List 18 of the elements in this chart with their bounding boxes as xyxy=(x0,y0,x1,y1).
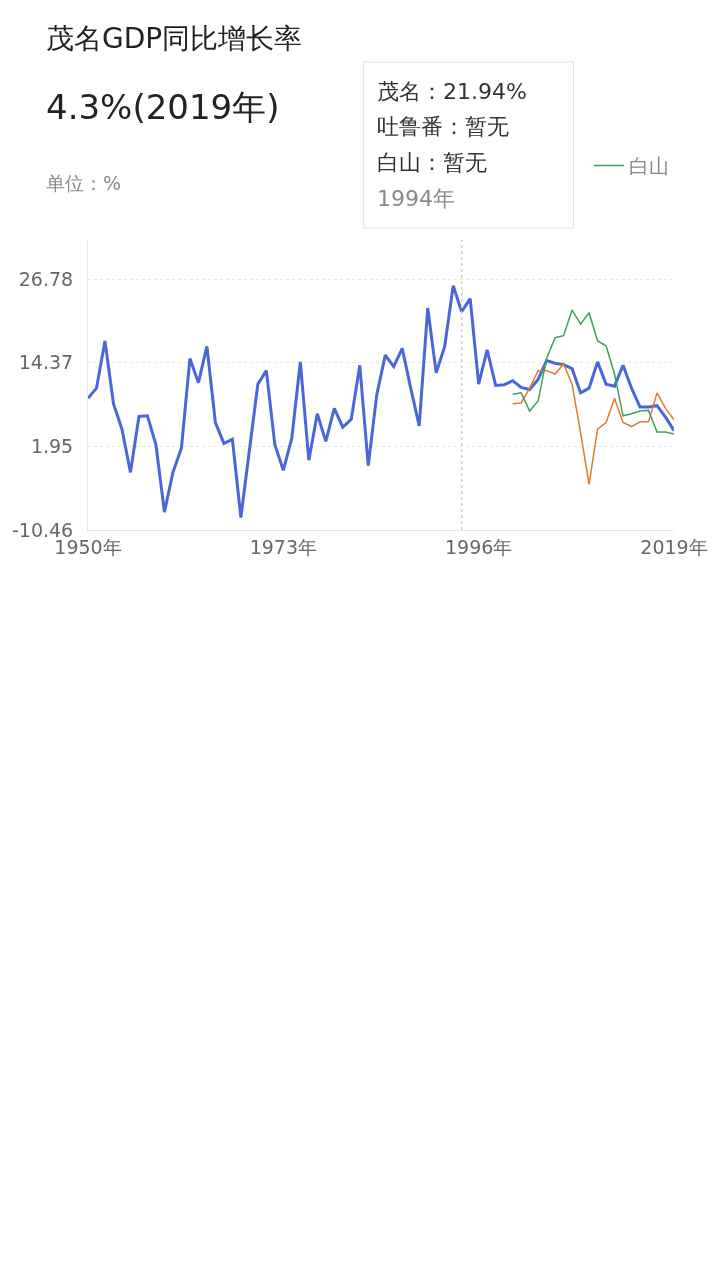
y-tick-label: 26.78 xyxy=(18,267,74,290)
y-axis-title: 单位：% xyxy=(46,172,122,194)
text: 白山：暂无 xyxy=(377,150,487,175)
line-series xyxy=(511,363,674,486)
text: 茂名：21.94% xyxy=(377,79,527,104)
text: 吐鲁番：暂无 xyxy=(377,114,509,139)
chart-title: 茂名GDP同比增长率 xyxy=(46,22,303,55)
y-tick-label: 1.95 xyxy=(30,435,74,458)
y-tick-label: -10.46 xyxy=(11,518,74,541)
text: 1994年 xyxy=(377,186,455,211)
line-series xyxy=(88,284,674,519)
chart-subtitle: 4.3%(2019年) xyxy=(46,87,280,127)
y-tick-label: 14.37 xyxy=(18,351,74,374)
x-tick-label: 2019年 xyxy=(640,535,708,558)
x-tick-label: 1996年 xyxy=(444,535,513,558)
line-series xyxy=(511,309,674,435)
legend-label: 白山 xyxy=(629,154,669,179)
x-tick-label: 1973年 xyxy=(249,535,318,558)
